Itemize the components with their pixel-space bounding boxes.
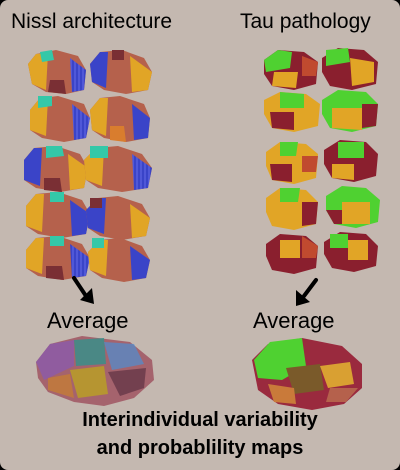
tau-brain-1b (322, 48, 378, 90)
nissl-brain-4b (86, 196, 150, 240)
tau-average-map (252, 338, 362, 410)
nissl-brain-2a (30, 96, 90, 142)
tau-brain-3a (266, 142, 318, 184)
nissl-brain-4a (26, 192, 90, 238)
nissl-brain-1a (28, 50, 86, 94)
tau-brain-4a (266, 188, 318, 230)
nissl-brain-1b (90, 50, 152, 94)
nissl-average-label: Average (47, 308, 129, 333)
tau-brain-2a (264, 92, 320, 132)
arrow-left (72, 276, 94, 304)
nissl-column-title: Nissl architecture (11, 10, 173, 33)
caption-line-2: and probablility maps (96, 437, 304, 459)
tau-brain-1a (264, 50, 318, 90)
tau-brain-2b (322, 90, 378, 132)
nissl-average-map (36, 336, 154, 406)
tau-brain-3b (324, 140, 378, 182)
nissl-brain-5a (26, 236, 90, 280)
nissl-brain-2b (90, 96, 150, 142)
tau-brain-5a (266, 234, 318, 274)
nissl-brain-3b (84, 146, 152, 192)
nissl-brain-3a (24, 146, 88, 192)
tau-brain-5b (324, 232, 378, 272)
figure-caption: Interindividual variability and probabli… (0, 406, 400, 462)
tau-average-label: Average (253, 308, 335, 333)
tau-column-title: Tau pathology (240, 10, 371, 33)
arrow-right (296, 278, 318, 306)
caption-line-1: Interindividual variability (82, 409, 318, 431)
nissl-brain-5b (88, 238, 150, 282)
tau-brain-4b (326, 186, 380, 228)
